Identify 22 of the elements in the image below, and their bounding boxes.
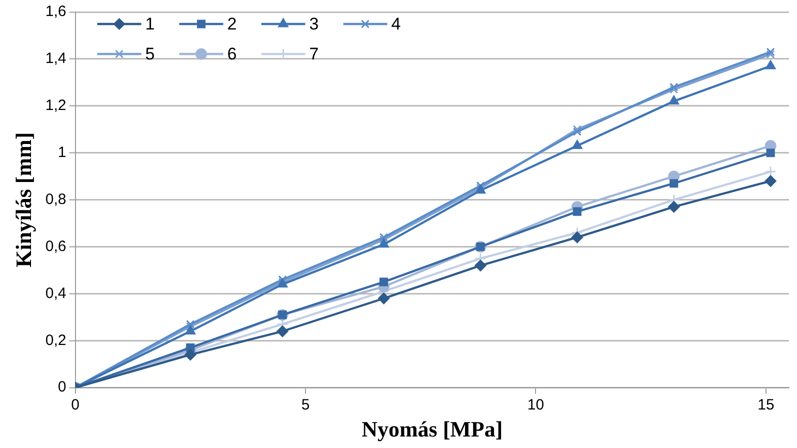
legend-label: 4 xyxy=(391,14,401,34)
y-tick-label: 1,6 xyxy=(45,3,66,20)
y-axis-title: Kinyílás [mm] xyxy=(10,132,36,268)
y-tick-label: 1,2 xyxy=(45,97,66,114)
legend-label: 3 xyxy=(309,14,319,34)
x-tick-label: 15 xyxy=(758,396,774,414)
legend-label: 6 xyxy=(227,44,237,64)
y-tick-label: 0,2 xyxy=(45,332,66,349)
legend-label: 2 xyxy=(227,14,237,34)
x-tick-label: 10 xyxy=(527,396,544,414)
y-tick-label: 1 xyxy=(58,144,66,161)
legend-label: 7 xyxy=(309,44,319,64)
y-tick-label: 0,4 xyxy=(45,284,66,302)
x-tick-label: 0 xyxy=(71,396,80,414)
y-tick-label: 0,8 xyxy=(45,190,66,208)
y-tick-label: 0 xyxy=(58,378,66,396)
legend-label: 1 xyxy=(145,14,155,34)
y-tick-label: 1,4 xyxy=(45,50,66,68)
x-tick-label: 5 xyxy=(301,396,310,414)
y-tick-label: 0,6 xyxy=(45,238,66,255)
x-axis-title: Nyomás [MPa] xyxy=(362,416,503,442)
legend-label: 5 xyxy=(145,44,155,64)
